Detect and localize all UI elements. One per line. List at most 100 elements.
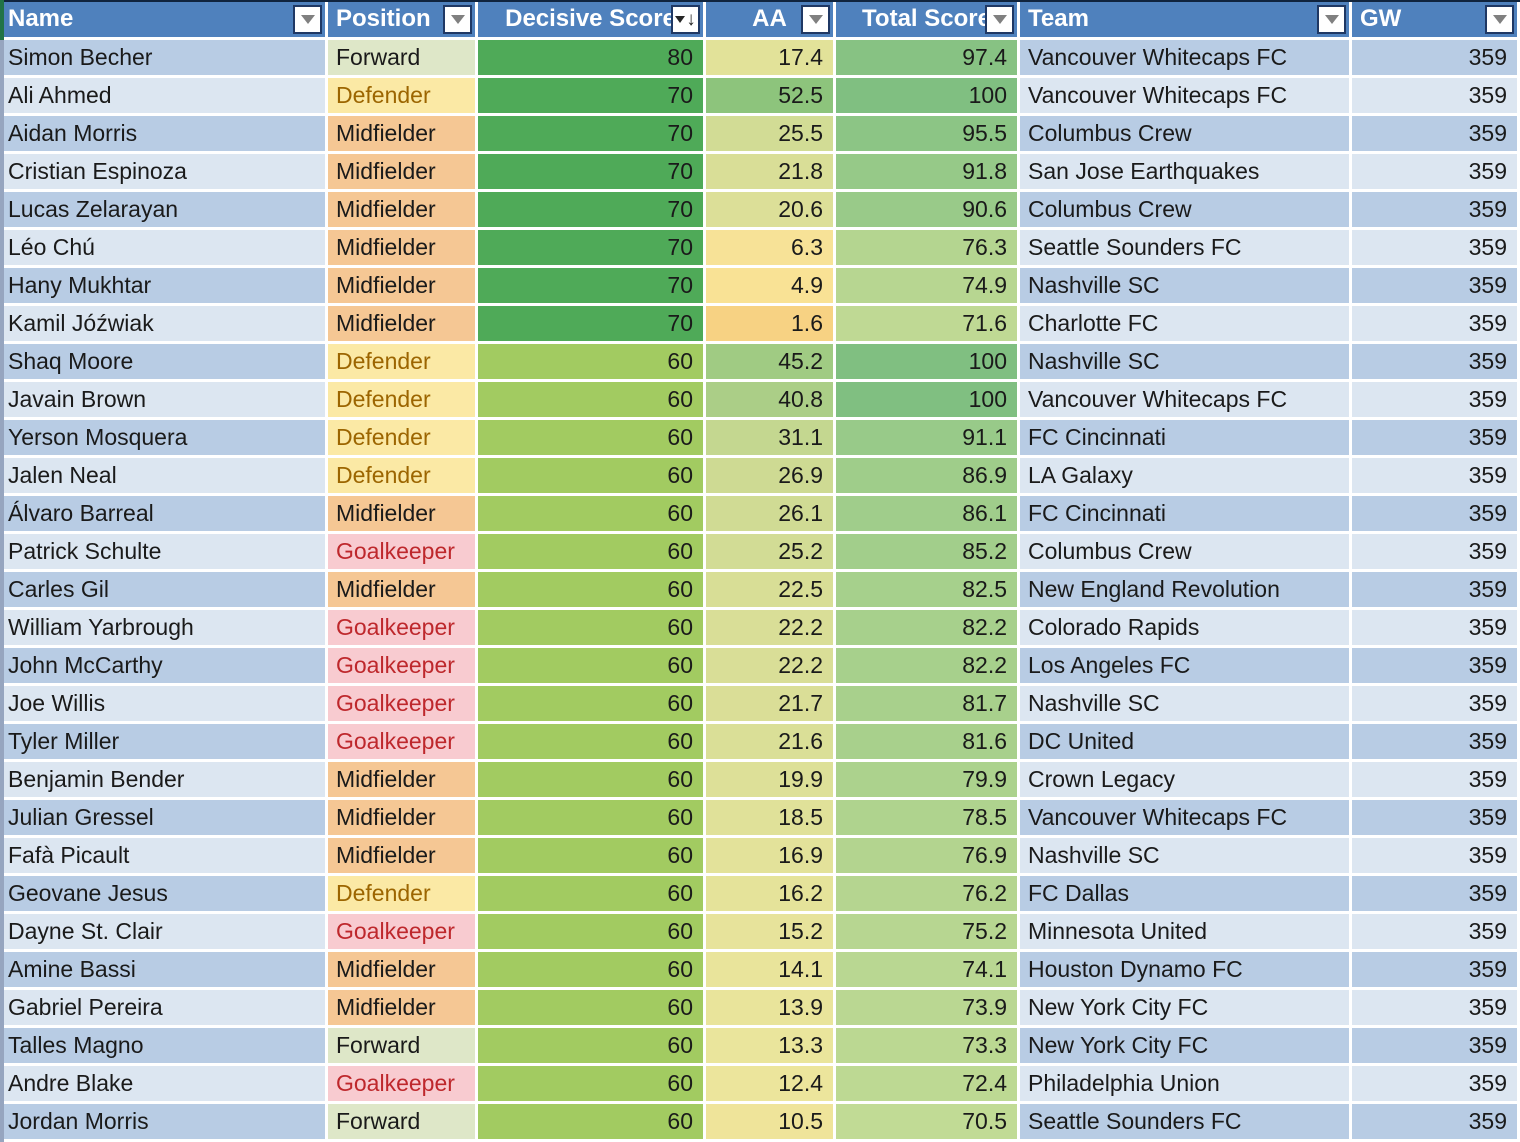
cell-name[interactable]: Andre Blake — [0, 1066, 328, 1104]
cell-name[interactable]: Talles Magno — [0, 1028, 328, 1066]
cell-position[interactable]: Forward — [328, 1104, 478, 1142]
cell-position[interactable]: Defender — [328, 420, 478, 458]
cell-gw[interactable]: 359 — [1352, 952, 1520, 990]
cell-gw[interactable]: 359 — [1352, 724, 1520, 762]
cell-name[interactable]: Gabriel Pereira — [0, 990, 328, 1028]
cell-name[interactable]: Fafà Picault — [0, 838, 328, 876]
cell-name[interactable]: Dayne St. Clair — [0, 914, 328, 952]
cell-team[interactable]: Charlotte FC — [1020, 306, 1352, 344]
cell-decisive[interactable]: 60 — [478, 914, 706, 952]
filter-button-gw[interactable] — [1485, 5, 1514, 34]
cell-team[interactable]: Nashville SC — [1020, 344, 1352, 382]
cell-decisive[interactable]: 60 — [478, 952, 706, 990]
cell-aa[interactable]: 21.6 — [706, 724, 836, 762]
cell-position[interactable]: Defender — [328, 458, 478, 496]
cell-position[interactable]: Midfielder — [328, 800, 478, 838]
cell-aa[interactable]: 10.5 — [706, 1104, 836, 1142]
cell-name[interactable]: Álvaro Barreal — [0, 496, 328, 534]
cell-gw[interactable]: 359 — [1352, 382, 1520, 420]
cell-position[interactable]: Midfielder — [328, 230, 478, 268]
cell-position[interactable]: Midfielder — [328, 838, 478, 876]
cell-gw[interactable]: 359 — [1352, 876, 1520, 914]
cell-position[interactable]: Goalkeeper — [328, 724, 478, 762]
cell-decisive[interactable]: 60 — [478, 1104, 706, 1142]
cell-decisive[interactable]: 60 — [478, 458, 706, 496]
cell-gw[interactable]: 359 — [1352, 230, 1520, 268]
cell-gw[interactable]: 359 — [1352, 838, 1520, 876]
cell-total[interactable]: 82.2 — [836, 610, 1020, 648]
cell-total[interactable]: 76.2 — [836, 876, 1020, 914]
cell-name[interactable]: Joe Willis — [0, 686, 328, 724]
cell-name[interactable]: Jordan Morris — [0, 1104, 328, 1142]
cell-position[interactable]: Goalkeeper — [328, 610, 478, 648]
cell-team[interactable]: New York City FC — [1020, 1028, 1352, 1066]
cell-team[interactable]: Nashville SC — [1020, 686, 1352, 724]
cell-total[interactable]: 86.9 — [836, 458, 1020, 496]
cell-team[interactable]: LA Galaxy — [1020, 458, 1352, 496]
cell-aa[interactable]: 40.8 — [706, 382, 836, 420]
cell-decisive[interactable]: 60 — [478, 876, 706, 914]
filter-button-name[interactable] — [293, 5, 322, 34]
cell-position[interactable]: Midfielder — [328, 116, 478, 154]
cell-team[interactable]: Los Angeles FC — [1020, 648, 1352, 686]
column-header-position[interactable]: Position — [328, 2, 478, 40]
cell-decisive[interactable]: 70 — [478, 268, 706, 306]
cell-gw[interactable]: 359 — [1352, 192, 1520, 230]
cell-aa[interactable]: 26.1 — [706, 496, 836, 534]
cell-gw[interactable]: 359 — [1352, 1104, 1520, 1142]
cell-aa[interactable]: 1.6 — [706, 306, 836, 344]
cell-position[interactable]: Midfielder — [328, 952, 478, 990]
cell-name[interactable]: John McCarthy — [0, 648, 328, 686]
cell-team[interactable]: New York City FC — [1020, 990, 1352, 1028]
cell-gw[interactable]: 359 — [1352, 800, 1520, 838]
cell-team[interactable]: Philadelphia Union — [1020, 1066, 1352, 1104]
cell-team[interactable]: Vancouver Whitecaps FC — [1020, 78, 1352, 116]
cell-team[interactable]: FC Cincinnati — [1020, 496, 1352, 534]
cell-gw[interactable]: 359 — [1352, 40, 1520, 78]
cell-decisive[interactable]: 60 — [478, 382, 706, 420]
cell-aa[interactable]: 16.9 — [706, 838, 836, 876]
cell-team[interactable]: Minnesota United — [1020, 914, 1352, 952]
cell-team[interactable]: Nashville SC — [1020, 838, 1352, 876]
cell-name[interactable]: Tyler Miller — [0, 724, 328, 762]
cell-aa[interactable]: 22.2 — [706, 610, 836, 648]
filter-button-total[interactable] — [985, 5, 1014, 34]
cell-total[interactable]: 90.6 — [836, 192, 1020, 230]
cell-gw[interactable]: 359 — [1352, 686, 1520, 724]
cell-aa[interactable]: 15.2 — [706, 914, 836, 952]
cell-gw[interactable]: 359 — [1352, 610, 1520, 648]
cell-decisive[interactable]: 70 — [478, 116, 706, 154]
cell-decisive[interactable]: 70 — [478, 78, 706, 116]
cell-aa[interactable]: 21.8 — [706, 154, 836, 192]
cell-aa[interactable]: 12.4 — [706, 1066, 836, 1104]
cell-name[interactable]: Jalen Neal — [0, 458, 328, 496]
cell-total[interactable]: 100 — [836, 78, 1020, 116]
cell-aa[interactable]: 18.5 — [706, 800, 836, 838]
cell-name[interactable]: Amine Bassi — [0, 952, 328, 990]
cell-decisive[interactable]: 70 — [478, 192, 706, 230]
cell-position[interactable]: Forward — [328, 40, 478, 78]
cell-name[interactable]: Simon Becher — [0, 40, 328, 78]
cell-team[interactable]: New England Revolution — [1020, 572, 1352, 610]
cell-gw[interactable]: 359 — [1352, 990, 1520, 1028]
cell-total[interactable]: 70.5 — [836, 1104, 1020, 1142]
cell-decisive[interactable]: 70 — [478, 306, 706, 344]
cell-name[interactable]: Javain Brown — [0, 382, 328, 420]
cell-decisive[interactable]: 60 — [478, 572, 706, 610]
cell-total[interactable]: 91.1 — [836, 420, 1020, 458]
cell-total[interactable]: 79.9 — [836, 762, 1020, 800]
cell-decisive[interactable]: 80 — [478, 40, 706, 78]
cell-name[interactable]: Cristian Espinoza — [0, 154, 328, 192]
cell-team[interactable]: FC Dallas — [1020, 876, 1352, 914]
cell-team[interactable]: Vancouver Whitecaps FC — [1020, 382, 1352, 420]
cell-name[interactable]: Hany Mukhtar — [0, 268, 328, 306]
cell-gw[interactable]: 359 — [1352, 116, 1520, 154]
cell-gw[interactable]: 359 — [1352, 78, 1520, 116]
cell-gw[interactable]: 359 — [1352, 496, 1520, 534]
cell-aa[interactable]: 21.7 — [706, 686, 836, 724]
cell-total[interactable]: 72.4 — [836, 1066, 1020, 1104]
cell-team[interactable]: Seattle Sounders FC — [1020, 230, 1352, 268]
cell-gw[interactable]: 359 — [1352, 306, 1520, 344]
cell-team[interactable]: Vancouver Whitecaps FC — [1020, 800, 1352, 838]
cell-aa[interactable]: 52.5 — [706, 78, 836, 116]
